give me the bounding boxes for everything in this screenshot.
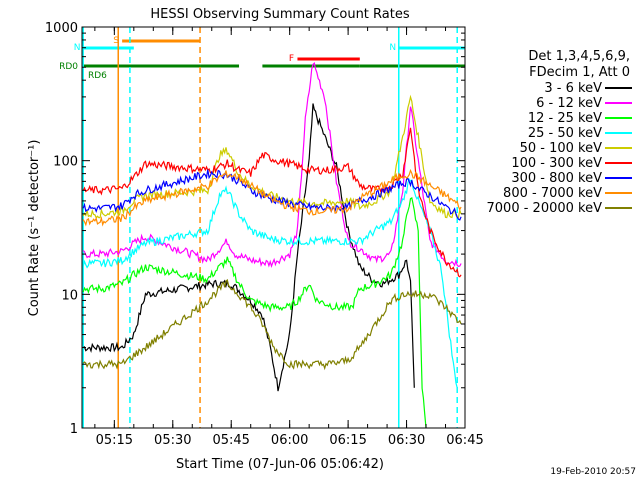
y-tick-label: 100 — [53, 155, 78, 170]
series-50-100-kev — [82, 94, 462, 219]
time-markers — [82, 27, 458, 428]
series-800-7000-kev — [82, 168, 462, 227]
flag-label-s: S — [113, 36, 119, 46]
legend-entry-label: 6 - 12 keV — [536, 96, 602, 111]
legend-entry-label: 25 - 50 keV — [528, 126, 602, 141]
flag-bars: S N N F RD0 RD6 — [59, 36, 465, 81]
x-tick-label: 05:45 — [212, 433, 249, 448]
legend-entry-label: 7000 - 20000 keV — [487, 201, 603, 216]
series-6-12-kev — [82, 62, 462, 268]
y-axis-label: Count Rate (s⁻¹ detector⁻¹) — [27, 140, 42, 317]
y-tick-label: 1000 — [45, 21, 78, 36]
legend-entry-label: 100 - 300 keV — [511, 156, 602, 171]
flag-label-n: N — [389, 43, 396, 53]
legend-entry-label: 300 - 800 keV — [511, 171, 602, 186]
legend-entry-label: 12 - 25 keV — [528, 111, 602, 126]
series-25-50-kev — [82, 178, 458, 388]
x-tick-label: 06:00 — [271, 433, 308, 448]
axes: 1 10 100 1000 05:15 05:30 05:45 06:00 06:15 06:30… — [45, 21, 484, 448]
flag-label-f: F — [289, 54, 294, 64]
series-3-6-kev — [82, 103, 415, 392]
series-7000-20000-kev — [82, 278, 462, 371]
x-tick-label: 05:30 — [154, 433, 191, 448]
legend-header-detectors: Det 1,3,4,5,6,9, — [528, 49, 630, 64]
x-tick-label: 05:15 — [96, 433, 133, 448]
flag-row-label: RD6 — [88, 71, 107, 81]
x-tick-label: 06:30 — [388, 433, 425, 448]
legend-entry-label: 800 - 7000 keV — [503, 186, 602, 201]
flag-label-n: N — [74, 43, 81, 53]
series-lines — [82, 62, 462, 429]
legend-entry-label: 3 - 6 keV — [544, 81, 602, 96]
plot-frame — [81, 26, 466, 429]
y-tick-label: 1 — [70, 422, 78, 437]
legend-header-decimation: FDecim 1, Att 0 — [529, 65, 630, 80]
y-tick-label: 10 — [61, 288, 78, 303]
x-tick-label: 06:45 — [446, 433, 483, 448]
legend: Det 1,3,4,5,6,9,FDecim 1, Att 03 - 6 keV… — [487, 49, 632, 216]
legend-entry-label: 50 - 100 keV — [520, 141, 603, 156]
generation-timestamp: 19-Feb-2010 20:57 — [550, 467, 636, 477]
series-100-300-kev — [82, 127, 462, 278]
x-tick-label: 06:15 — [329, 433, 366, 448]
chart-title: HESSI Observing Summary Count Rates — [150, 7, 409, 22]
x-axis-label: Start Time (07-Jun-06 05:06:42) — [176, 457, 384, 472]
flag-row-label: RD0 — [59, 62, 78, 72]
series-12-25-kev — [82, 196, 427, 429]
